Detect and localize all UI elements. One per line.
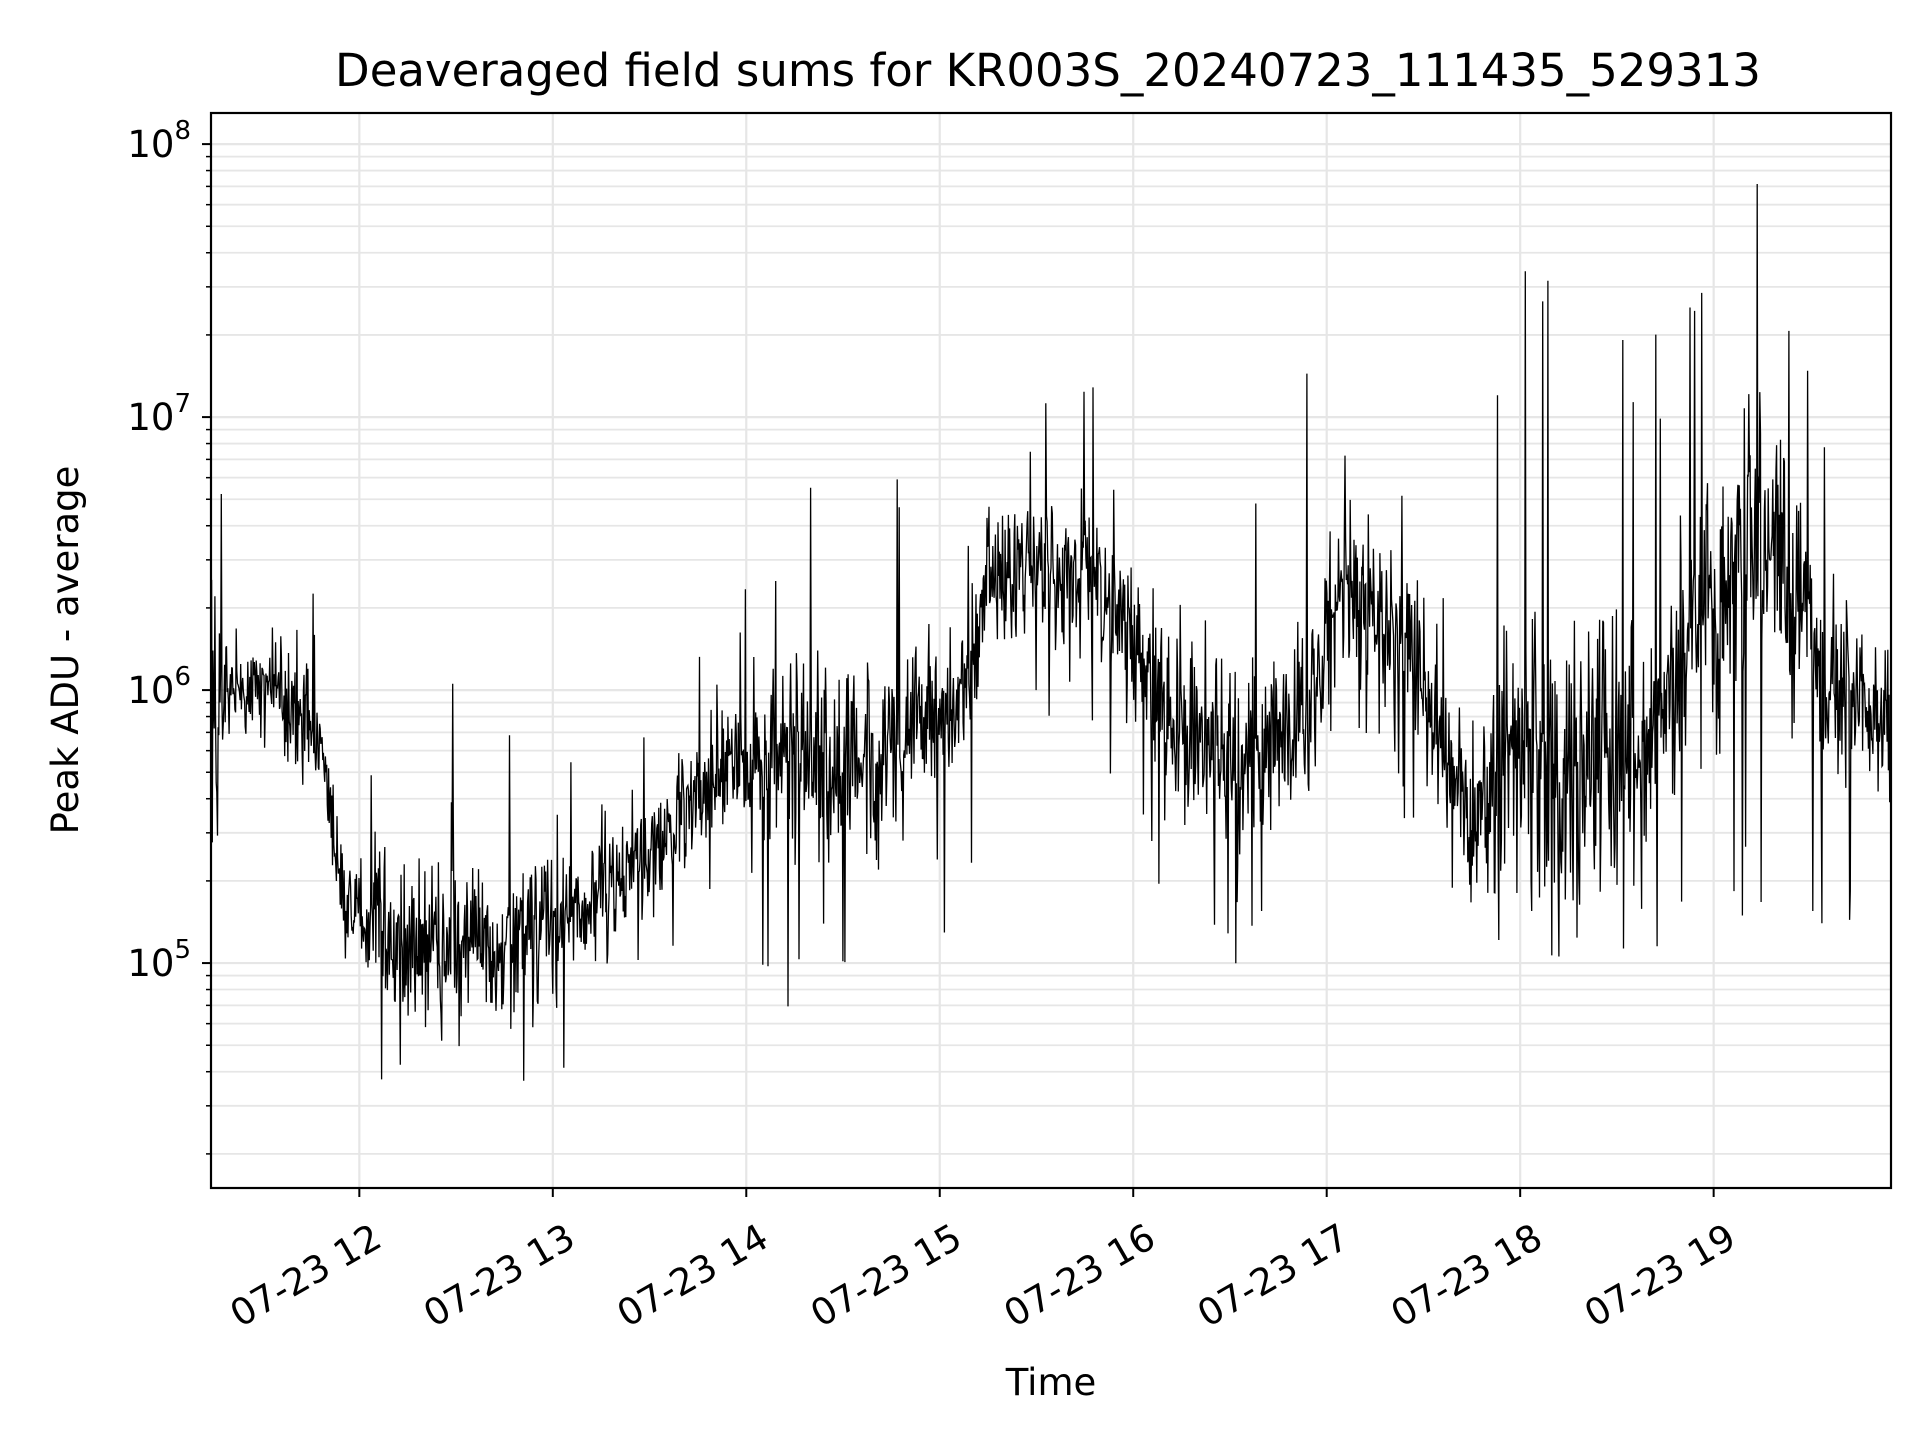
chart-title: Deaveraged field sums for KR003S_2024072… <box>335 44 1761 97</box>
y-tick-label-exponent: 6 <box>174 662 191 692</box>
y-tick-label-base: 10 <box>127 396 174 439</box>
series-line <box>210 183 1892 1081</box>
y-tick-label-base: 10 <box>127 669 174 712</box>
y-tick-label: 105 <box>127 935 191 985</box>
y-tick-label: 106 <box>127 662 191 712</box>
plot-frame <box>209 111 1893 1190</box>
y-tick-label-exponent: 7 <box>174 389 191 419</box>
y-tick-label-base: 10 <box>127 123 174 166</box>
y-tick-label-exponent: 8 <box>174 116 191 146</box>
y-axis-label: Peak ADU - average <box>44 466 87 835</box>
x-axis-label: Time <box>1005 1361 1097 1404</box>
series-path <box>210 183 1892 1081</box>
y-tick-label-exponent: 5 <box>174 935 191 965</box>
y-tick-label-base: 10 <box>127 942 174 985</box>
y-tick-label: 108 <box>127 116 191 166</box>
y-tick-label: 107 <box>127 389 191 439</box>
